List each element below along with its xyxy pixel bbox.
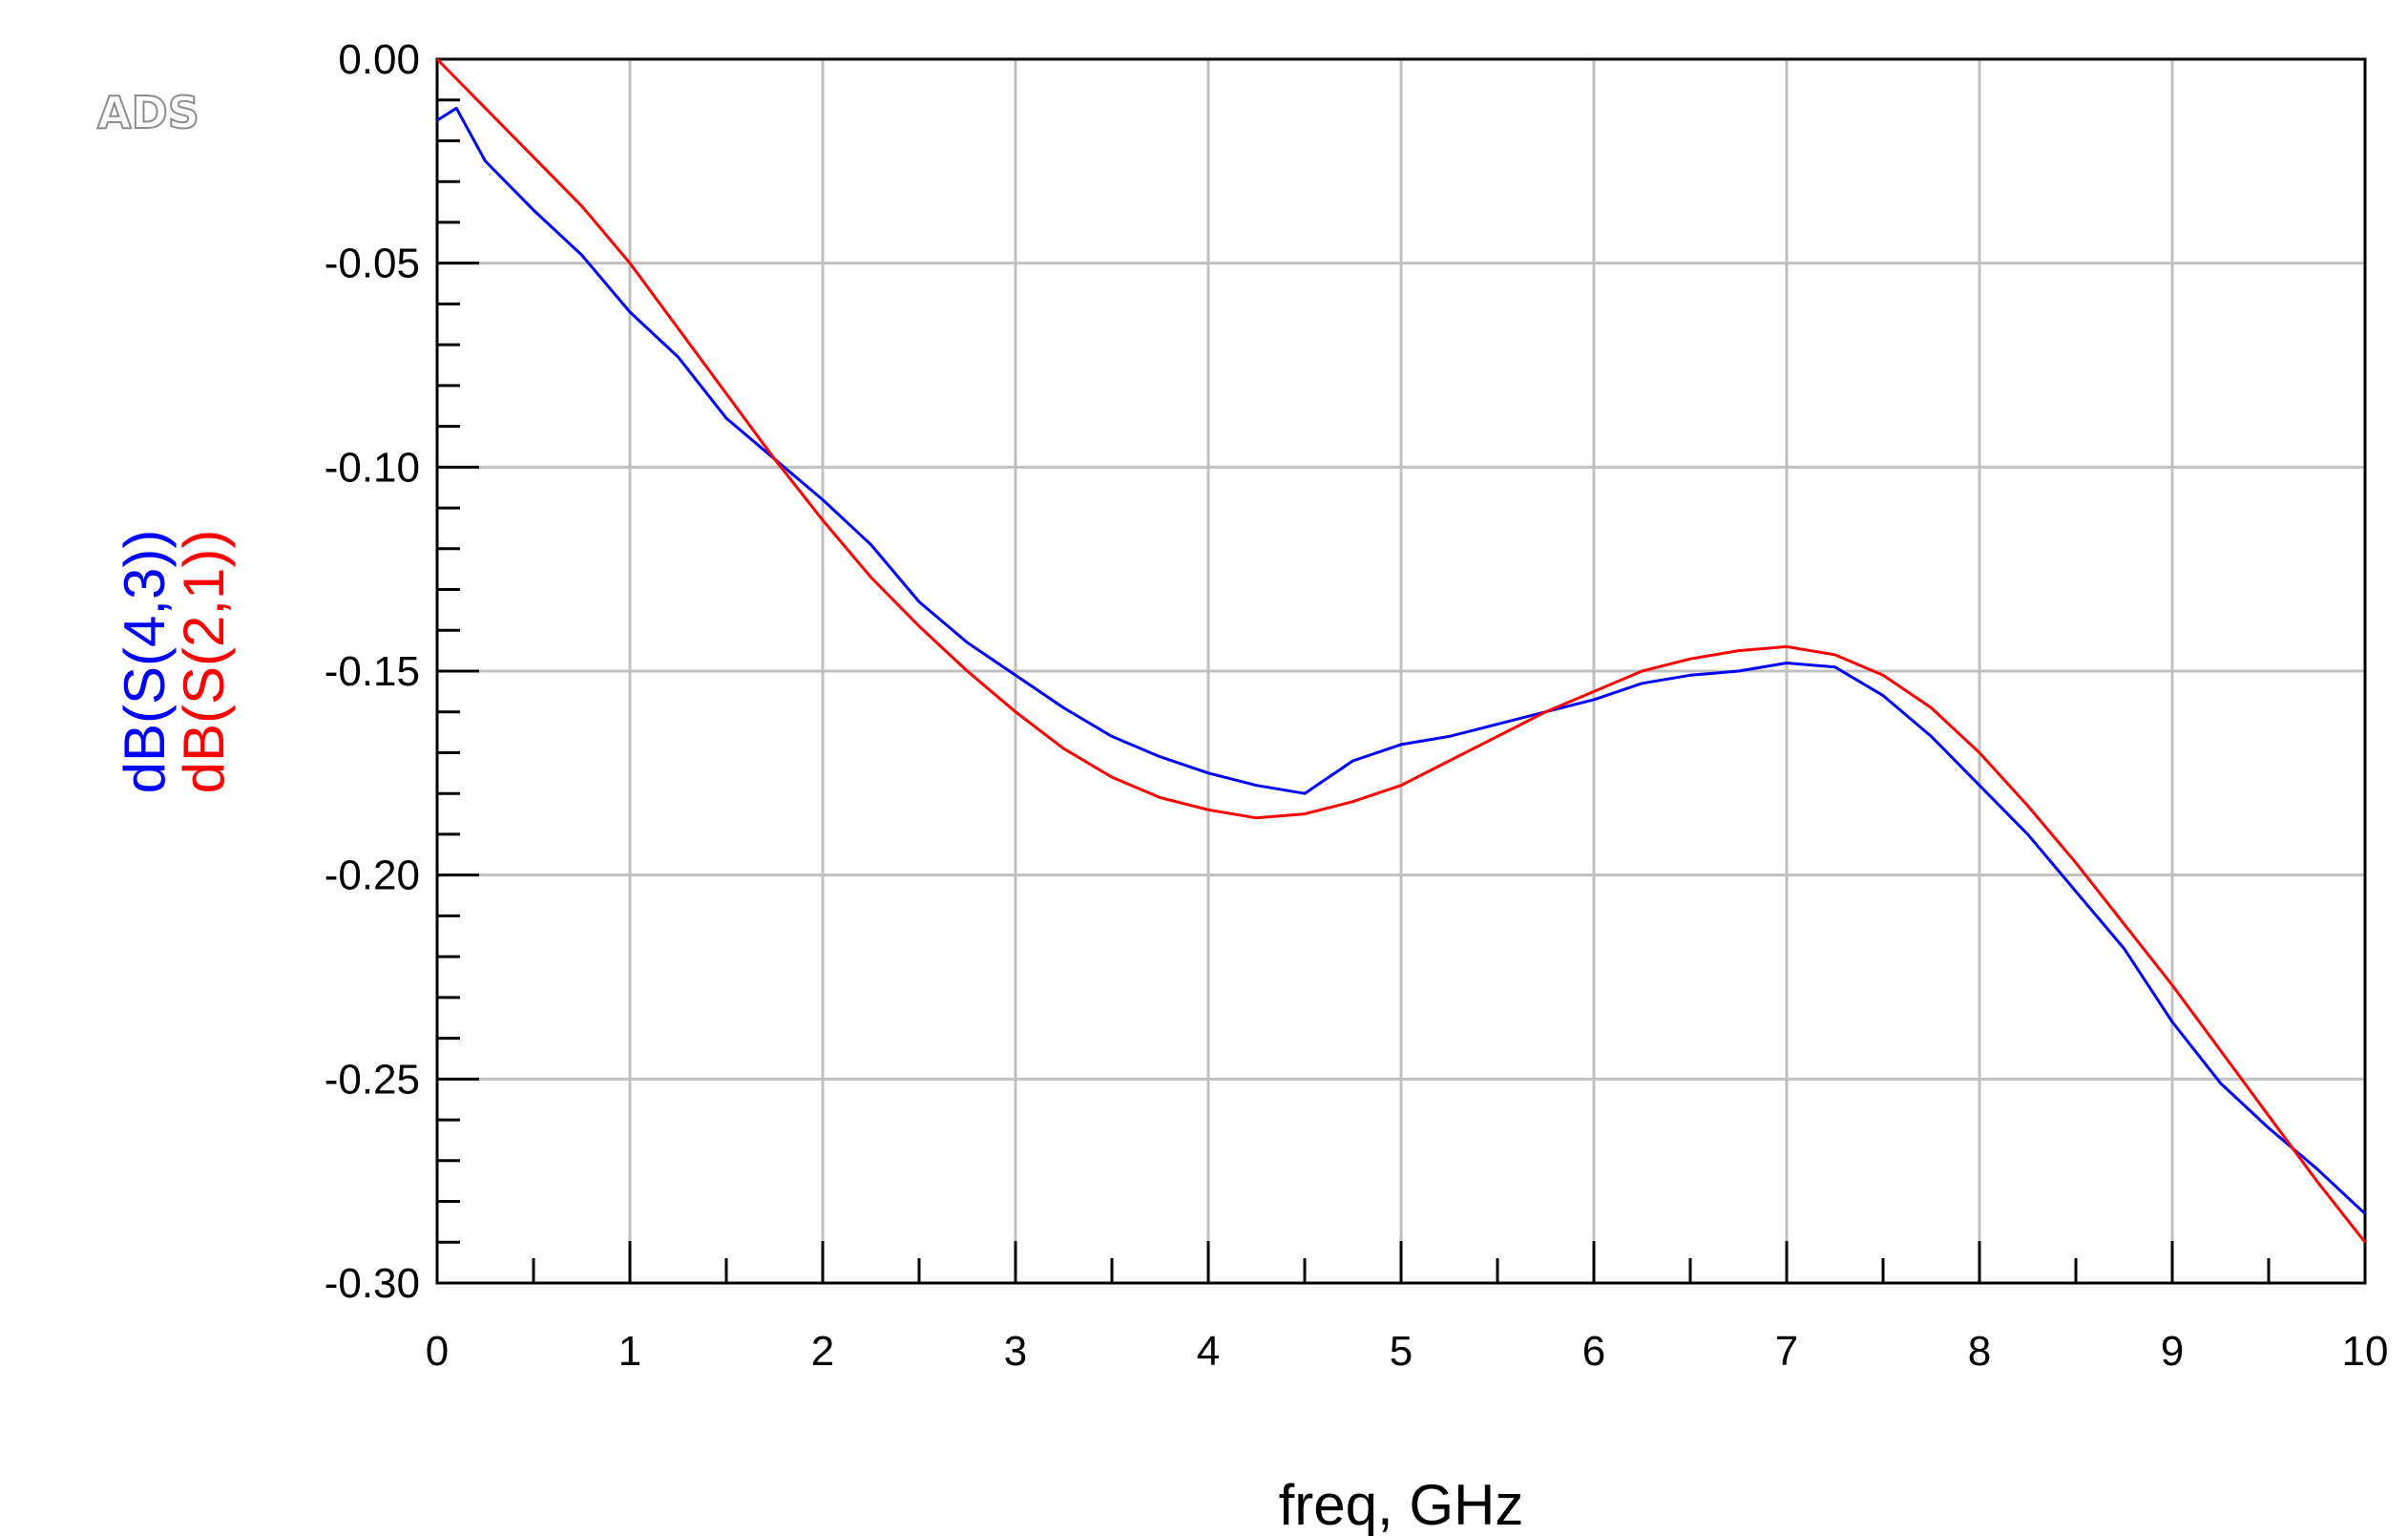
- x-tick-labels: 0 1 2 3 4 5 6 7 8 9 10: [426, 1328, 2389, 1375]
- y-axis-label-part: dB(S(4,3)): [113, 530, 177, 794]
- y-tick-label: -0.30: [325, 1260, 420, 1307]
- x-tick-label: 0: [426, 1328, 449, 1375]
- series-line-s43: [436, 106, 2367, 1215]
- series: [435, 57, 2367, 1244]
- plot-frame: [435, 57, 2367, 1285]
- x-axis-label: freq, GHz: [1279, 1473, 1524, 1536]
- y-tick-label: 0.00: [338, 36, 420, 83]
- y-tick-label: -0.05: [325, 241, 420, 287]
- x-tick-label: 2: [811, 1328, 834, 1375]
- x-tick-label: 3: [1004, 1328, 1027, 1375]
- y-tick-label: -0.15: [325, 648, 420, 695]
- y-axis-label-part: dB(S(2,1)): [172, 530, 236, 794]
- series-line-s21: [435, 57, 2367, 1244]
- x-tick-label: 10: [2342, 1328, 2389, 1375]
- x-tick-label: 5: [1390, 1328, 1413, 1375]
- x-tick-label: 6: [1582, 1328, 1605, 1375]
- y-tick-label: -0.10: [325, 444, 420, 491]
- x-tick-label: 9: [2161, 1328, 2184, 1375]
- x-tick-label: 1: [618, 1328, 641, 1375]
- x-tick-label: 8: [1968, 1328, 1991, 1375]
- ads-logo: ADS: [97, 87, 199, 138]
- y-tick-label: -0.25: [325, 1056, 420, 1103]
- x-tick-label: 4: [1197, 1328, 1220, 1375]
- y-tick-label: -0.20: [325, 852, 420, 899]
- y-axis-label: dB(S(4,3))dB(S(2,1)): [113, 530, 236, 794]
- y-tick-labels: 0.00 -0.05 -0.10 -0.15 -0.20 -0.25 -0.30: [325, 36, 420, 1307]
- x-tick-label: 7: [1775, 1328, 1798, 1375]
